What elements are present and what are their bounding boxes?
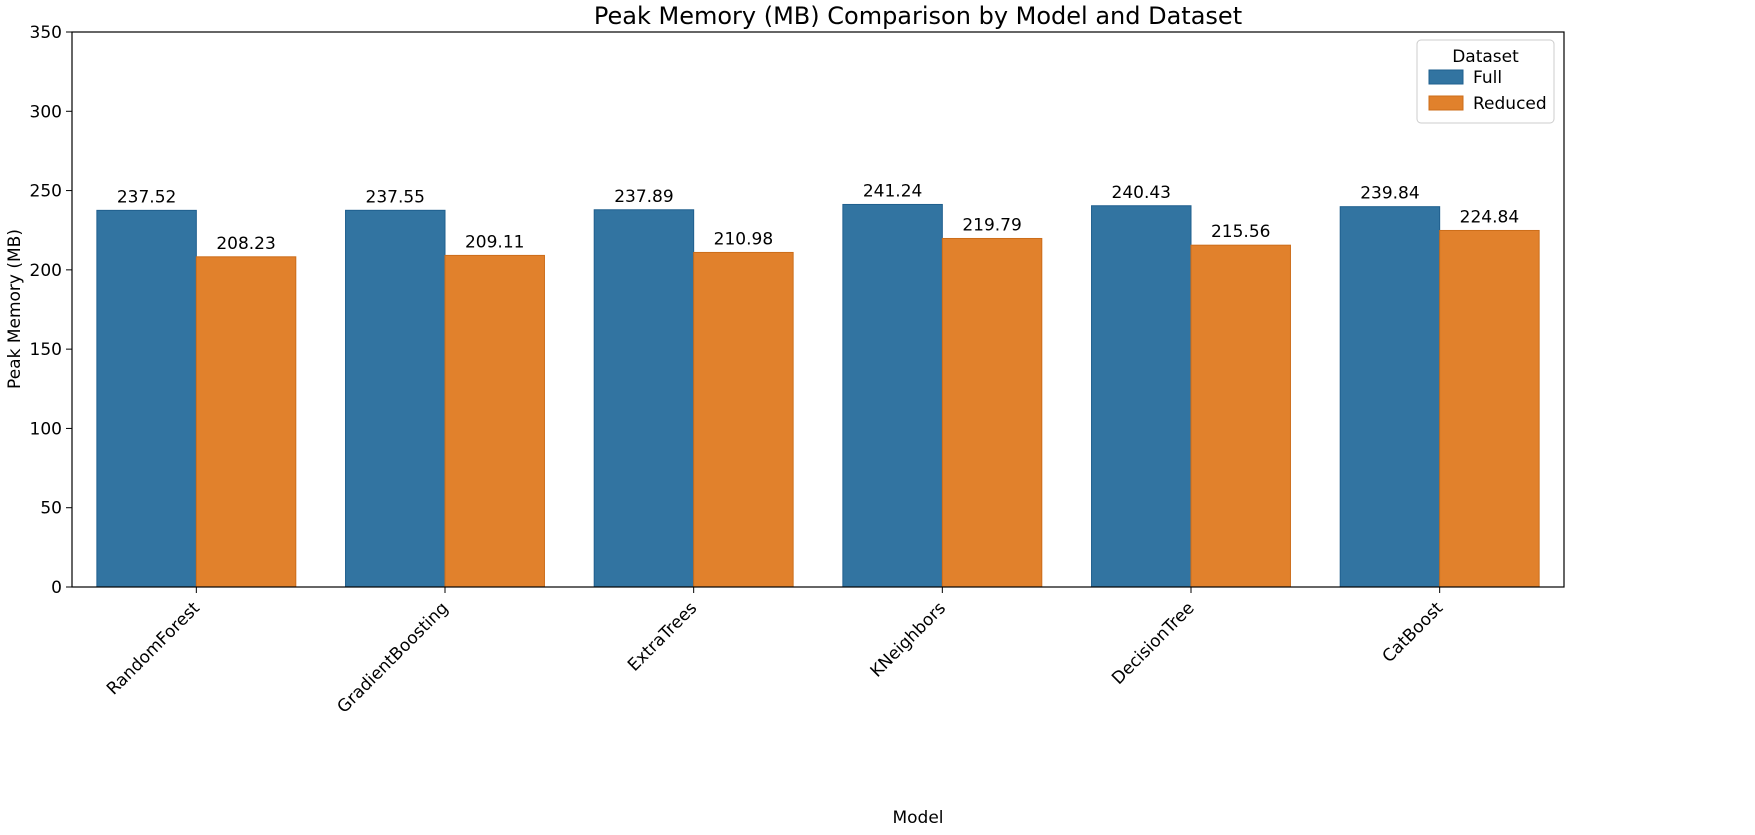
bar-reduced-randomforest xyxy=(195,256,297,588)
legend-swatch-full xyxy=(1428,69,1464,85)
chart-title: Peak Memory (MB) Comparison by Model and… xyxy=(594,2,1242,30)
data-label-full-catboost: 239.84 xyxy=(1360,184,1419,204)
bar-reduced-extratrees xyxy=(693,251,794,588)
bar-reduced-kneighbors xyxy=(941,237,1043,588)
bar-reduced-decisiontree xyxy=(1190,244,1291,588)
data-label-reduced-gradientboosting: 209.11 xyxy=(465,232,524,252)
data-label-full-decisiontree: 240.43 xyxy=(1112,183,1171,203)
legend-label-full: Full xyxy=(1473,68,1502,88)
y-axis-label: Peak Memory (MB) xyxy=(5,229,25,389)
data-label-full-extratrees: 237.89 xyxy=(614,187,673,207)
bar-full-catboost xyxy=(1339,206,1441,588)
x-axis-label: Model xyxy=(892,808,943,828)
x-tick-label: ExtraTrees xyxy=(624,598,701,675)
legend-label-reduced: Reduced xyxy=(1473,94,1547,114)
data-label-reduced-randomforest: 208.23 xyxy=(216,234,275,254)
x-tick-label: CatBoost xyxy=(1379,598,1448,667)
x-tick-label: KNeighbors xyxy=(867,598,950,681)
plot-area: 237.52 208.23 237.55 209.11 237.89 210.98 241.… xyxy=(71,31,1565,588)
y-tick-label: 150 xyxy=(30,340,62,360)
bar-full-extratrees xyxy=(593,209,695,588)
legend-title: Dataset xyxy=(1452,47,1519,67)
bar-full-gradientboosting xyxy=(345,209,446,588)
legend-swatch-reduced xyxy=(1428,95,1464,111)
y-tick-label: 250 xyxy=(30,182,62,202)
y-tick-label: 0 xyxy=(51,578,62,598)
data-label-reduced-extratrees: 210.98 xyxy=(714,229,773,249)
bar-reduced-catboost xyxy=(1439,229,1540,588)
data-label-reduced-kneighbors: 219.79 xyxy=(962,215,1021,235)
data-label-full-gradientboosting: 237.55 xyxy=(366,187,425,207)
bar-full-decisiontree xyxy=(1091,205,1192,588)
y-tick-label: 300 xyxy=(30,102,62,122)
y-axis: 0 50 100 150 200 250 300 350 xyxy=(30,23,72,598)
y-tick-label: 200 xyxy=(30,261,62,281)
bar-full-randomforest xyxy=(96,209,197,588)
x-tick-label: DecisionTree xyxy=(1108,598,1198,688)
plot-frame xyxy=(71,31,1565,588)
data-label-reduced-catboost: 224.84 xyxy=(1460,207,1519,227)
y-tick-label: 350 xyxy=(30,23,62,43)
data-label-reduced-decisiontree: 215.56 xyxy=(1211,222,1270,242)
y-tick-label: 50 xyxy=(40,499,62,519)
x-tick-label: RandomForest xyxy=(103,598,204,699)
data-label-full-kneighbors: 241.24 xyxy=(863,181,922,201)
data-label-full-randomforest: 237.52 xyxy=(117,187,176,207)
y-tick-label: 100 xyxy=(30,419,62,439)
bar-reduced-gradientboosting xyxy=(444,254,545,588)
x-axis: RandomForest GradientBoosting ExtraTrees KN… xyxy=(103,587,1447,717)
bar-full-kneighbors xyxy=(842,203,943,588)
x-tick-label: GradientBoosting xyxy=(334,598,453,717)
